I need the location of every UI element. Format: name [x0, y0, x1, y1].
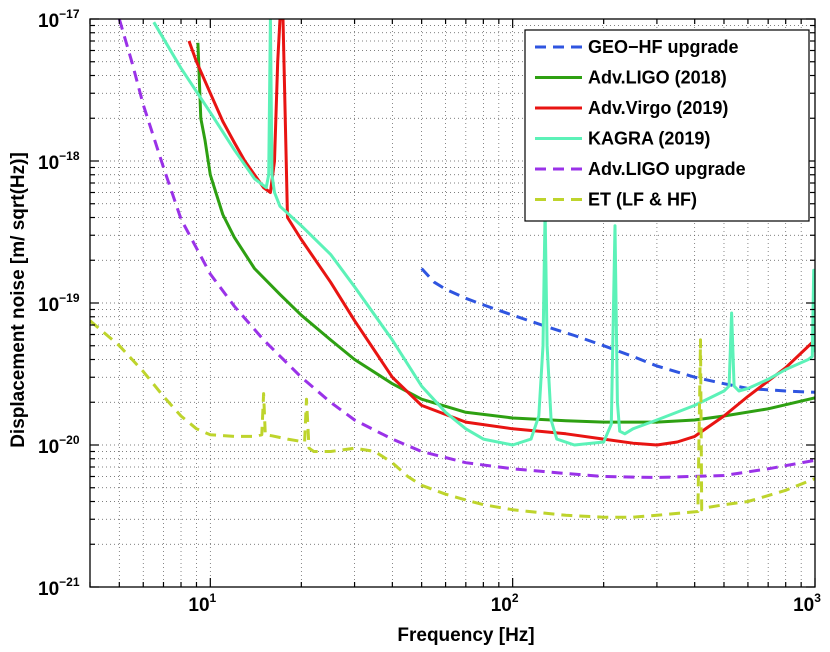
series-line-4 — [117, 19, 815, 479]
tick-layer: 101 102 103 10−17 10−18 10−19 10−20 10−21 — [38, 7, 821, 616]
legend-label-2: Adv.Virgo (2019) — [588, 98, 728, 118]
y-tick-label: 10−17 — [38, 7, 80, 32]
x-axis-label: Frequency [Hz] — [397, 625, 534, 646]
legend-label-1: Adv.LIGO (2018) — [588, 68, 727, 88]
legend-label-5: ET (LF & HF) — [588, 190, 697, 210]
legend-label-0: GEO−HF upgrade — [588, 37, 739, 57]
y-axis-label: Displacement noise [m/ sqrt(Hz)] — [8, 152, 29, 448]
series-line-5 — [90, 319, 815, 519]
series-line-2 — [187, 19, 815, 447]
x-tick-label: 101 — [188, 591, 216, 616]
series-line-0 — [420, 267, 815, 394]
series-line-1 — [196, 42, 815, 424]
y-tick-label: 10−21 — [38, 575, 80, 600]
x-tick-label: 102 — [491, 591, 519, 616]
legend-label-4: Adv.LIGO upgrade — [588, 159, 746, 179]
series-layer — [90, 19, 815, 519]
legend-box — [524, 29, 810, 222]
y-tick-label: 10−19 — [38, 291, 80, 316]
x-tick-label: 103 — [793, 591, 821, 616]
y-tick-label: 10−18 — [38, 149, 80, 174]
legend: GEO−HF upgrade Adv.LIGO (2018) Adv.Virgo (… — [524, 29, 810, 222]
legend-label-3: KAGRA (2019) — [588, 129, 710, 149]
series-line-3 — [152, 19, 815, 447]
y-tick-label: 10−20 — [38, 433, 80, 458]
